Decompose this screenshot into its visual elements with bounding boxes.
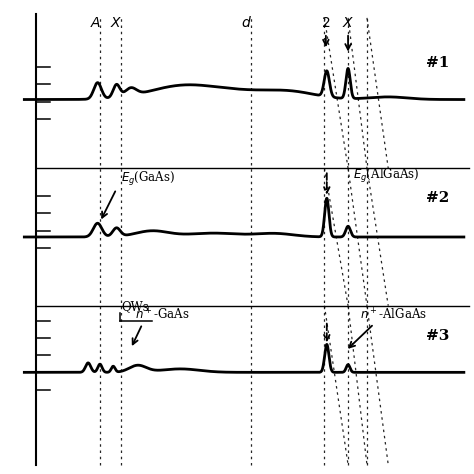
Text: #1: #1 [426,56,450,70]
Text: $n^+$-AlGaAs: $n^+$-AlGaAs [360,308,427,323]
Text: $X$: $X$ [342,16,354,30]
Text: $E_g$(GaAs): $E_g$(GaAs) [121,170,175,188]
Text: $d$: $d$ [241,15,252,30]
Text: $n^+$-GaAs: $n^+$-GaAs [136,308,190,323]
Text: #2: #2 [427,191,450,205]
Text: $X$: $X$ [110,16,123,30]
Text: #3: #3 [426,329,450,343]
Text: $2$: $2$ [321,16,330,30]
Text: QWs: QWs [121,301,149,313]
Text: $A$: $A$ [90,16,101,30]
Text: $E_g$(AlGaAs): $E_g$(AlGaAs) [353,167,419,185]
